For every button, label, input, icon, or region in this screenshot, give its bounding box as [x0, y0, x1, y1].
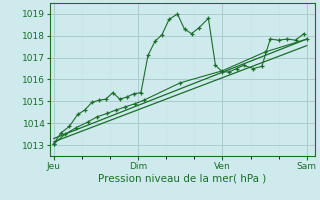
X-axis label: Pression niveau de la mer( hPa ): Pression niveau de la mer( hPa ) — [98, 173, 267, 183]
